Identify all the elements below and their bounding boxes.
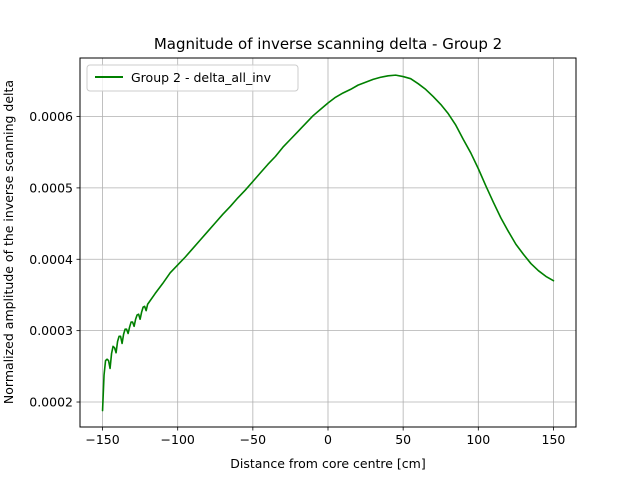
legend-box bbox=[86, 64, 299, 92]
x-tick-label: 0 bbox=[324, 432, 332, 447]
x-tick-label: 150 bbox=[542, 432, 566, 447]
y-tick-label: 0.0002 bbox=[29, 395, 73, 410]
legend: Group 2 - delta_all_inv bbox=[86, 64, 299, 92]
series-layer bbox=[101, 74, 555, 412]
legend-label: Group 2 - delta_all_inv bbox=[131, 70, 272, 85]
ticks: −150 −100 −50 0 50 100 150 0.0002 0.0003 0.0004 0.… bbox=[29, 109, 565, 447]
y-tick-label: 0.0006 bbox=[29, 109, 73, 124]
x-tick-label: −150 bbox=[85, 432, 119, 447]
x-axis-label: Distance from core centre [cm] bbox=[230, 456, 425, 471]
x-tick-label: 100 bbox=[466, 432, 490, 447]
y-tick-label: 0.0005 bbox=[29, 180, 73, 195]
grid bbox=[80, 58, 576, 427]
series-line bbox=[101, 74, 555, 412]
y-axis-label: Normalized amplitude of the inverse scan… bbox=[1, 80, 16, 404]
x-tick-label: 50 bbox=[395, 432, 411, 447]
chart-title: Magnitude of inverse scanning delta - Gr… bbox=[154, 35, 502, 53]
y-tick-label: 0.0003 bbox=[29, 323, 73, 338]
x-tick-label: −50 bbox=[240, 432, 266, 447]
x-tick-label: −100 bbox=[161, 432, 195, 447]
y-tick-label: 0.0004 bbox=[29, 252, 73, 267]
